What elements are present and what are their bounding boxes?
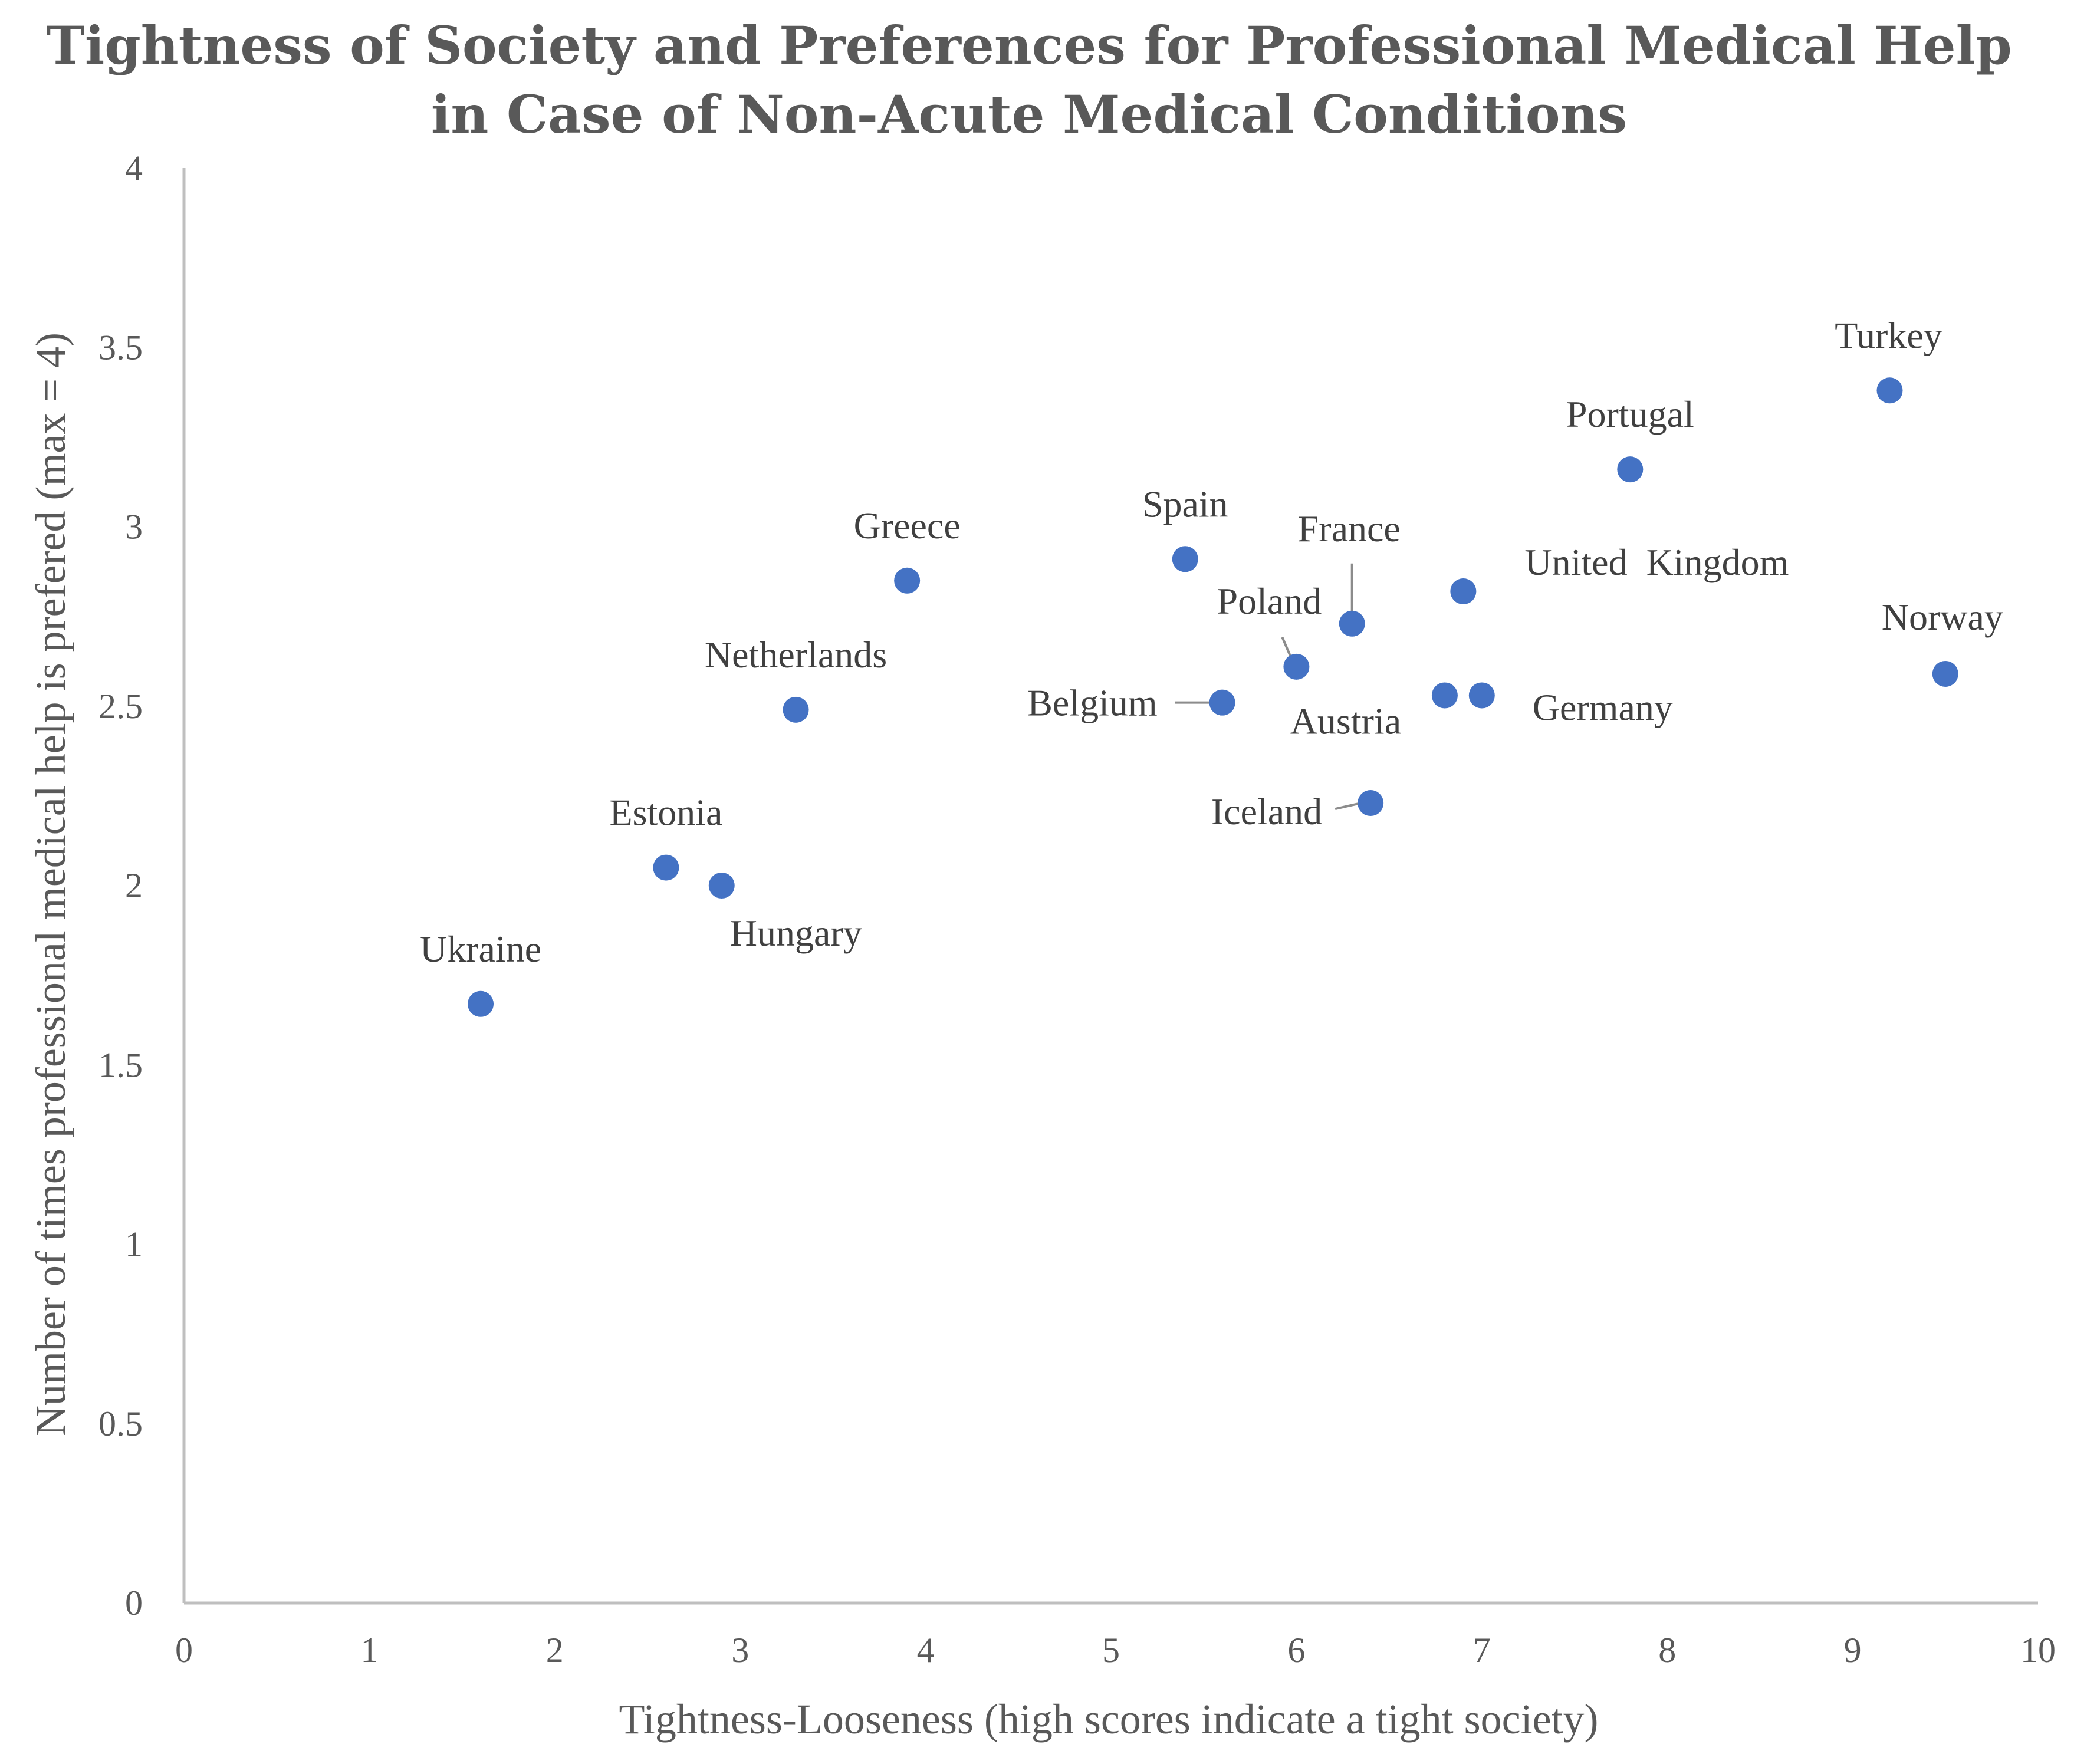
x-tick-label: 10 [2020, 1631, 2056, 1670]
point-label: Ukraine [420, 928, 541, 970]
y-tick-label: 0.5 [98, 1404, 143, 1443]
point-label: Portugal [1566, 393, 1694, 435]
point-label: Spain [1142, 483, 1228, 525]
data-point [783, 696, 809, 723]
x-tick-labels: 0 1 2 3 4 5 6 7 8 9 10 [175, 1631, 2056, 1670]
y-axis-title: Number of times professional medical hel… [27, 333, 74, 1436]
label-leader-line [1335, 802, 1362, 810]
data-point [1450, 578, 1477, 605]
point-label: Poland [1217, 580, 1322, 622]
data-point [653, 854, 679, 881]
point-labels: Ukraine Estonia Hungary Netherlands Greece Sp… [420, 314, 2003, 970]
data-point [1876, 377, 1903, 404]
data-point [1932, 660, 1958, 687]
chart-title-line-1: Tightness of Society and Preferences for… [46, 15, 2011, 76]
y-tick-label: 3.5 [98, 328, 143, 367]
x-tick-label: 6 [1287, 1631, 1305, 1670]
data-point [1617, 456, 1644, 483]
data-point [468, 990, 494, 1017]
data-point [708, 873, 735, 899]
point-label: Netherlands [705, 634, 887, 676]
x-tick-label: 9 [1844, 1631, 1862, 1670]
point-label: Turkey [1835, 314, 1942, 356]
point-label: United Kingdom [1524, 541, 1789, 583]
x-tick-label: 8 [1658, 1631, 1676, 1670]
x-tick-label: 3 [731, 1631, 749, 1670]
x-tick-label: 0 [175, 1631, 193, 1670]
y-tick-label: 0 [125, 1584, 143, 1623]
x-tick-label: 2 [546, 1631, 564, 1670]
x-tick-label: 4 [917, 1631, 935, 1670]
y-tick-label: 2.5 [98, 687, 143, 726]
point-label: Germany [1533, 686, 1673, 728]
data-point [1339, 610, 1365, 637]
data-point [1283, 653, 1310, 680]
data-point [1468, 682, 1495, 709]
point-label: Estonia [609, 792, 722, 834]
data-points [468, 377, 1958, 1017]
x-axis-title: Tightness-Looseness (high scores indicat… [619, 1696, 1598, 1743]
point-label: Iceland [1211, 791, 1322, 832]
y-tick-label: 3 [125, 508, 143, 547]
data-point [894, 567, 921, 594]
y-tick-label: 1.5 [98, 1045, 143, 1084]
point-label: Austria [1290, 700, 1401, 742]
x-tick-label: 7 [1473, 1631, 1491, 1670]
point-label: Greece [854, 505, 961, 547]
data-point [1431, 682, 1458, 709]
point-label: Hungary [730, 912, 862, 954]
y-tick-label: 2 [125, 866, 143, 905]
y-tick-label: 4 [125, 149, 143, 187]
data-point [1172, 546, 1198, 572]
y-tick-labels: 0 0.5 1 1.5 2 2.5 3 3.5 4 [98, 149, 143, 1623]
point-label: France [1298, 508, 1401, 549]
data-point [1209, 689, 1235, 716]
data-point [1358, 790, 1384, 817]
chart-title-line-2: in Case of Non-Acute Medical Conditions [431, 84, 1627, 145]
y-tick-label: 1 [125, 1225, 143, 1264]
point-label: Belgium [1027, 682, 1157, 724]
x-tick-label: 5 [1102, 1631, 1120, 1670]
point-label: Norway [1882, 596, 2003, 638]
x-tick-label: 1 [360, 1631, 378, 1670]
